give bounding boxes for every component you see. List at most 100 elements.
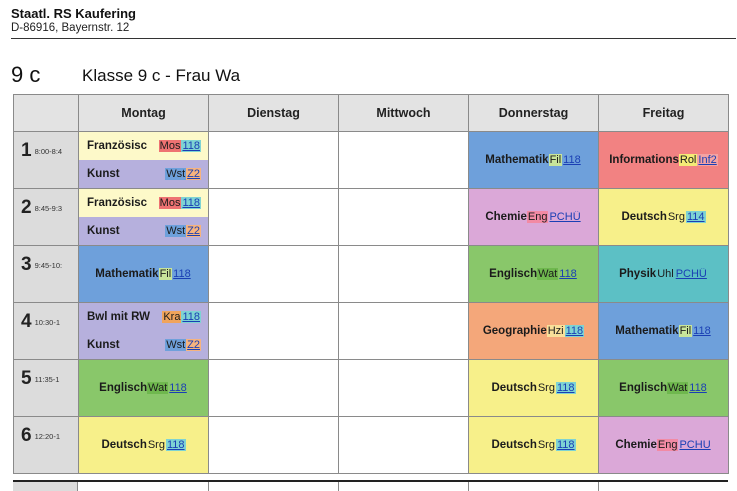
next-period-row-edge <box>13 480 728 491</box>
room-tag[interactable]: 118 <box>564 325 585 337</box>
room-tag[interactable]: 118 <box>172 268 192 280</box>
subject-name: Chemie <box>615 439 657 451</box>
lesson-cell-donnerstag[interactable]: Geographie Hzi 118 <box>468 302 599 360</box>
period-time: 11:35-1 <box>34 375 60 384</box>
empty-slot-mittwoch[interactable] <box>338 245 469 303</box>
lesson-cell-freitag[interactable]: Deutsch Srg 114 <box>598 188 729 246</box>
lesson-tags: Eng PCHÜ <box>526 211 582 223</box>
empty-slot-dienstag[interactable] <box>208 188 339 246</box>
period-row: 6 12:20-1 Deutsch Srg 118 Deutsch Srg 118 Chemie… <box>13 416 729 474</box>
column-separator <box>338 482 339 491</box>
room-tag[interactable]: 118 <box>688 382 708 394</box>
lesson-entry: Englisch Wat 118 <box>469 268 598 280</box>
empty-slot-dienstag[interactable] <box>208 416 339 474</box>
timetable-body: 1 8:00-8:4 Französisc Mos 118 Kunst Wst Z2 Mathe… <box>13 131 729 474</box>
lesson-entry[interactable]: Kunst Wst Z2 <box>79 160 208 188</box>
subject-name: Englisch <box>619 382 668 394</box>
period-row: 1 8:00-8:4 Französisc Mos 118 Kunst Wst Z2 Mathe… <box>13 131 729 189</box>
subject-name: Deutsch <box>101 439 147 451</box>
room-tag[interactable]: PCHÜ <box>674 268 708 280</box>
lesson-tags: Mos 118 <box>158 197 201 209</box>
room-tag[interactable]: 114 <box>685 211 706 223</box>
split-lesson-cell-montag[interactable]: Französisc Mos 118 Kunst Wst Z2 <box>78 188 209 246</box>
lesson-cell-montag[interactable]: Deutsch Srg 118 <box>78 416 209 474</box>
room-tag[interactable]: Z2 <box>186 339 201 351</box>
teacher-tag: Srg <box>666 211 686 223</box>
subject-name: Deutsch <box>491 439 537 451</box>
subject-name: Informations <box>609 154 679 166</box>
room-tag[interactable]: Inf2 <box>697 154 718 166</box>
room-tag[interactable]: 118 <box>562 154 582 166</box>
teacher-tag: Fil <box>158 268 173 280</box>
lesson-cell-freitag[interactable]: Informations Rol Inf2 <box>598 131 729 189</box>
split-lesson-cell-montag[interactable]: Französisc Mos 118 Kunst Wst Z2 <box>78 131 209 189</box>
header-divider <box>11 38 736 39</box>
period-label-cell: 3 9:45-10: <box>13 245 79 303</box>
lesson-entry[interactable]: Französisc Mos 118 <box>79 189 208 217</box>
lesson-cell-donnerstag[interactable]: Mathematik Fil 118 <box>468 131 599 189</box>
room-tag[interactable]: Z2 <box>186 168 201 180</box>
period-time: 12:20-1 <box>34 432 61 441</box>
subject-name: Englisch <box>99 382 148 394</box>
lesson-entry: Informations Rol Inf2 <box>599 154 728 166</box>
room-tag[interactable]: 118 <box>181 311 201 323</box>
teacher-tag: Eng <box>656 439 679 451</box>
lesson-cell-freitag[interactable]: Chemie Eng PCHU <box>598 416 729 474</box>
lesson-entry[interactable]: Kunst Wst Z2 <box>79 331 208 359</box>
room-tag[interactable]: 118 <box>181 140 201 152</box>
lesson-tags: Wst Z2 <box>165 339 201 351</box>
empty-slot-dienstag[interactable] <box>208 302 339 360</box>
lesson-cell-freitag[interactable]: Englisch Wat 118 <box>598 359 729 417</box>
day-header-mittwoch: Mittwoch <box>338 94 469 132</box>
lesson-cell-donnerstag[interactable]: Chemie Eng PCHÜ <box>468 188 599 246</box>
lesson-cell-freitag[interactable]: Physik Uhl PCHÜ <box>598 245 729 303</box>
lesson-cell-montag[interactable]: Mathematik Fil 118 <box>78 245 209 303</box>
lesson-entry: Geographie Hzi 118 <box>469 325 598 337</box>
subject-name: Chemie <box>485 211 527 223</box>
corner-cell <box>13 94 79 132</box>
empty-slot-mittwoch[interactable] <box>338 359 469 417</box>
room-tag[interactable]: 118 <box>692 325 712 337</box>
empty-slot-mittwoch[interactable] <box>338 302 469 360</box>
page-title: Klasse 9 c - Frau Wa <box>82 66 241 85</box>
lesson-entry: Physik Uhl PCHÜ <box>599 268 728 280</box>
lesson-tags: Rol Inf2 <box>678 154 718 166</box>
empty-slot-dienstag[interactable] <box>208 131 339 189</box>
split-lesson-cell-montag[interactable]: Bwl mit RW Kra 118 Kunst Wst Z2 <box>78 302 209 360</box>
lesson-tags: Kra 118 <box>162 311 201 323</box>
lesson-cell-freitag[interactable]: Mathematik Fil 118 <box>598 302 729 360</box>
lesson-entry: Deutsch Srg 114 <box>599 211 728 223</box>
room-tag[interactable]: 118 <box>558 268 578 280</box>
teacher-tag: Wst <box>165 168 187 180</box>
lesson-entry[interactable]: Französisc Mos 118 <box>79 132 208 160</box>
day-header-row: Montag Dienstag Mittwoch Donnerstag Frei… <box>13 94 729 132</box>
lesson-tags: Srg 118 <box>146 439 186 451</box>
teacher-tag: Eng <box>526 211 549 223</box>
room-tag[interactable]: Z2 <box>186 225 201 237</box>
subject-name: Mathematik <box>95 268 159 280</box>
empty-slot-mittwoch[interactable] <box>338 416 469 474</box>
empty-slot-mittwoch[interactable] <box>338 131 469 189</box>
empty-slot-mittwoch[interactable] <box>338 188 469 246</box>
lesson-entry[interactable]: Kunst Wst Z2 <box>79 217 208 245</box>
room-tag[interactable]: 118 <box>168 382 188 394</box>
school-name: Staatl. RS Kaufering <box>11 6 136 21</box>
room-tag[interactable]: 118 <box>555 382 576 394</box>
room-tag[interactable]: 118 <box>165 439 186 451</box>
lesson-entry[interactable]: Bwl mit RW Kra 118 <box>79 303 208 331</box>
lesson-cell-donnerstag[interactable]: Englisch Wat 118 <box>468 245 599 303</box>
lesson-cell-donnerstag[interactable]: Deutsch Srg 118 <box>468 416 599 474</box>
day-header-montag: Montag <box>78 94 209 132</box>
lesson-cell-montag[interactable]: Englisch Wat 118 <box>78 359 209 417</box>
day-header-dienstag: Dienstag <box>208 94 339 132</box>
room-tag[interactable]: 118 <box>555 439 576 451</box>
lesson-cell-donnerstag[interactable]: Deutsch Srg 118 <box>468 359 599 417</box>
subject-name: Mathematik <box>615 325 679 337</box>
empty-slot-dienstag[interactable] <box>208 359 339 417</box>
room-tag[interactable]: 118 <box>181 197 201 209</box>
room-tag[interactable]: PCHÜ <box>548 211 582 223</box>
lesson-tags: Wat 118 <box>147 382 188 394</box>
lesson-entry: Englisch Wat 118 <box>79 382 208 394</box>
empty-slot-dienstag[interactable] <box>208 245 339 303</box>
room-tag[interactable]: PCHU <box>678 439 712 451</box>
